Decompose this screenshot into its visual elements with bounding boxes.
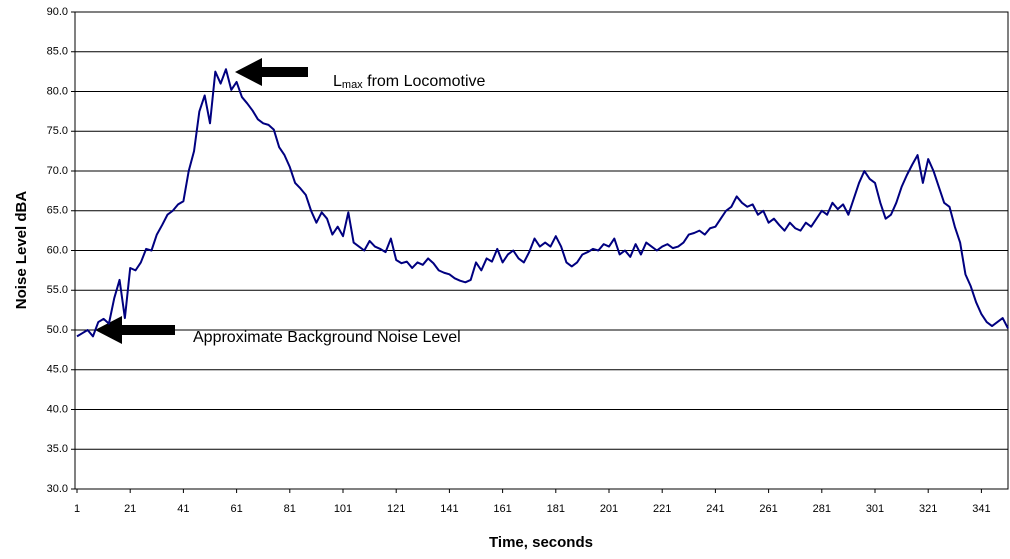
y-tick-label: 60.0: [47, 244, 68, 256]
arrow: [235, 58, 308, 86]
annotation-text: L: [333, 73, 342, 90]
x-tick-label: 261: [759, 503, 777, 515]
y-tick-label: 70.0: [47, 165, 68, 177]
x-tick-label: 21: [124, 503, 136, 515]
x-tick-label: 1: [74, 503, 80, 515]
x-tick-label: 41: [177, 503, 189, 515]
annotation: Lmax from Locomotive: [333, 73, 486, 91]
annotation-subscript: max: [342, 79, 363, 91]
annotation-text: from Locomotive: [363, 73, 486, 90]
y-tick-label: 85.0: [47, 46, 68, 58]
y-axis-title: Noise Level dBA: [13, 191, 30, 310]
x-tick-label: 61: [230, 503, 242, 515]
y-tick-label: 65.0: [47, 205, 68, 217]
x-axis-title: Time, seconds: [489, 534, 593, 551]
x-tick-label: 121: [387, 503, 405, 515]
x-tick-label: 281: [813, 503, 831, 515]
y-tick-label: 80.0: [47, 85, 68, 97]
x-tick-label: 161: [493, 503, 511, 515]
x-tick-label: 181: [547, 503, 565, 515]
y-tick-label: 35.0: [47, 443, 68, 455]
y-tick-label: 40.0: [47, 403, 68, 415]
y-tick-label: 30.0: [47, 483, 68, 495]
y-tick-label: 90.0: [47, 6, 68, 18]
x-tick-label: 341: [972, 503, 990, 515]
x-tick-label: 201: [600, 503, 618, 515]
annotation: Approximate Background Noise Level: [193, 329, 461, 346]
x-tick-label: 301: [866, 503, 884, 515]
x-tick-label: 221: [653, 503, 671, 515]
x-tick-label: 101: [334, 503, 352, 515]
y-tick-label: 50.0: [47, 324, 68, 336]
x-tick-label: 81: [284, 503, 296, 515]
x-tick-label: 141: [440, 503, 458, 515]
x-tick-label: 241: [706, 503, 724, 515]
y-tick-label: 75.0: [47, 125, 68, 137]
x-tick-label: 321: [919, 503, 937, 515]
y-tick-label: 45.0: [47, 364, 68, 376]
arrow: [95, 316, 175, 344]
data-line: [76, 68, 1009, 338]
y-tick-label: 55.0: [47, 284, 68, 296]
